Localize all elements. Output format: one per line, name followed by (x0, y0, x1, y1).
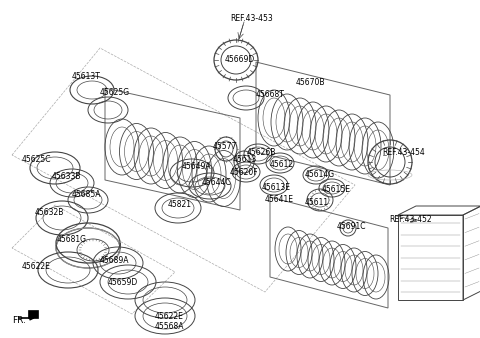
Text: 45644C: 45644C (202, 178, 232, 187)
Text: 45670B: 45670B (296, 78, 325, 87)
Text: 45821: 45821 (168, 200, 192, 209)
Text: 45685A: 45685A (72, 190, 101, 199)
Text: 45615E: 45615E (322, 185, 351, 194)
Text: 45613E: 45613E (262, 183, 291, 192)
Text: 45611: 45611 (305, 198, 329, 207)
Text: 45614G: 45614G (305, 170, 335, 179)
Text: REF.43-452: REF.43-452 (389, 215, 432, 224)
Text: 45659D: 45659D (108, 278, 138, 287)
Text: 45577: 45577 (213, 142, 238, 151)
Text: 45641E: 45641E (265, 195, 294, 204)
Text: REF.43-453: REF.43-453 (230, 14, 273, 23)
Text: 45613T: 45613T (72, 72, 101, 81)
Text: 45613: 45613 (233, 155, 257, 164)
Text: 45681G: 45681G (57, 235, 87, 244)
Text: 45669D: 45669D (225, 55, 255, 64)
Text: 45691C: 45691C (337, 222, 367, 231)
Text: FR.: FR. (12, 316, 26, 325)
Text: 45622E: 45622E (22, 262, 51, 271)
Text: 45626B: 45626B (247, 148, 276, 157)
Polygon shape (28, 310, 38, 318)
Text: 45568A: 45568A (155, 322, 184, 331)
Text: 45668T: 45668T (256, 90, 285, 99)
Text: 45689A: 45689A (100, 256, 130, 265)
Text: REF.43-454: REF.43-454 (382, 148, 425, 157)
Text: 45625C: 45625C (22, 155, 51, 164)
Text: 45633B: 45633B (52, 172, 82, 181)
Text: 45632B: 45632B (35, 208, 64, 217)
Text: 45649A: 45649A (182, 162, 212, 171)
Text: 45612: 45612 (270, 160, 294, 169)
Text: 45620F: 45620F (230, 168, 259, 177)
Text: 45625G: 45625G (100, 88, 130, 97)
Text: 45622E: 45622E (155, 312, 184, 321)
